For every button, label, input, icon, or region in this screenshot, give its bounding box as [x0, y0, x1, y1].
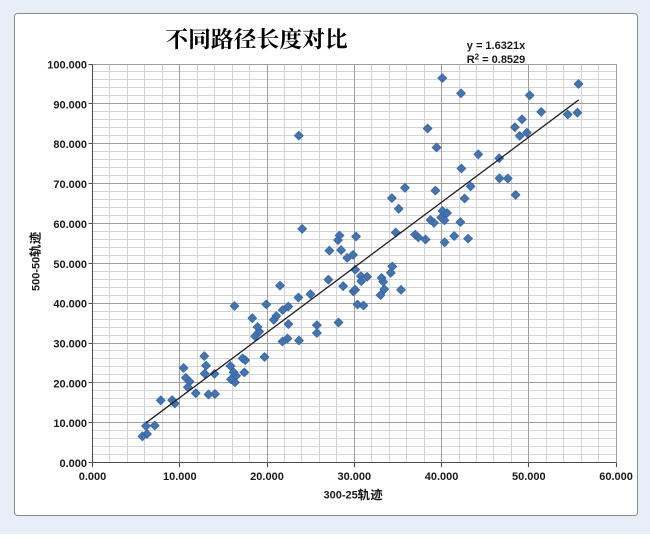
svg-text:60.000: 60.000 [53, 219, 87, 231]
svg-text:500-50: 500-50 [31, 257, 43, 291]
svg-text:20.000: 20.000 [53, 378, 87, 390]
svg-text:0.000: 0.000 [79, 471, 107, 483]
svg-text:90.000: 90.000 [53, 99, 87, 111]
svg-text:R2 = 0.8529: R2 = 0.8529 [467, 53, 526, 67]
svg-text:0.000: 0.000 [59, 458, 87, 470]
svg-text:60.000: 60.000 [599, 471, 633, 483]
svg-text:100.000: 100.000 [47, 60, 87, 72]
svg-text:10.000: 10.000 [53, 418, 87, 430]
svg-text:70.000: 70.000 [53, 179, 87, 191]
svg-text:20.000: 20.000 [250, 471, 284, 483]
svg-text:50.000: 50.000 [53, 259, 87, 271]
svg-text:30.000: 30.000 [53, 339, 87, 351]
svg-text:30.000: 30.000 [337, 471, 371, 483]
svg-text:50.000: 50.000 [512, 471, 546, 483]
svg-text:y = 1.6321x: y = 1.6321x [467, 40, 526, 52]
svg-text:40.000: 40.000 [53, 299, 87, 311]
svg-text:10.000: 10.000 [163, 471, 197, 483]
svg-text:40.000: 40.000 [425, 471, 459, 483]
svg-text:80.000: 80.000 [53, 139, 87, 151]
svg-text:300-25: 300-25 [324, 490, 358, 502]
